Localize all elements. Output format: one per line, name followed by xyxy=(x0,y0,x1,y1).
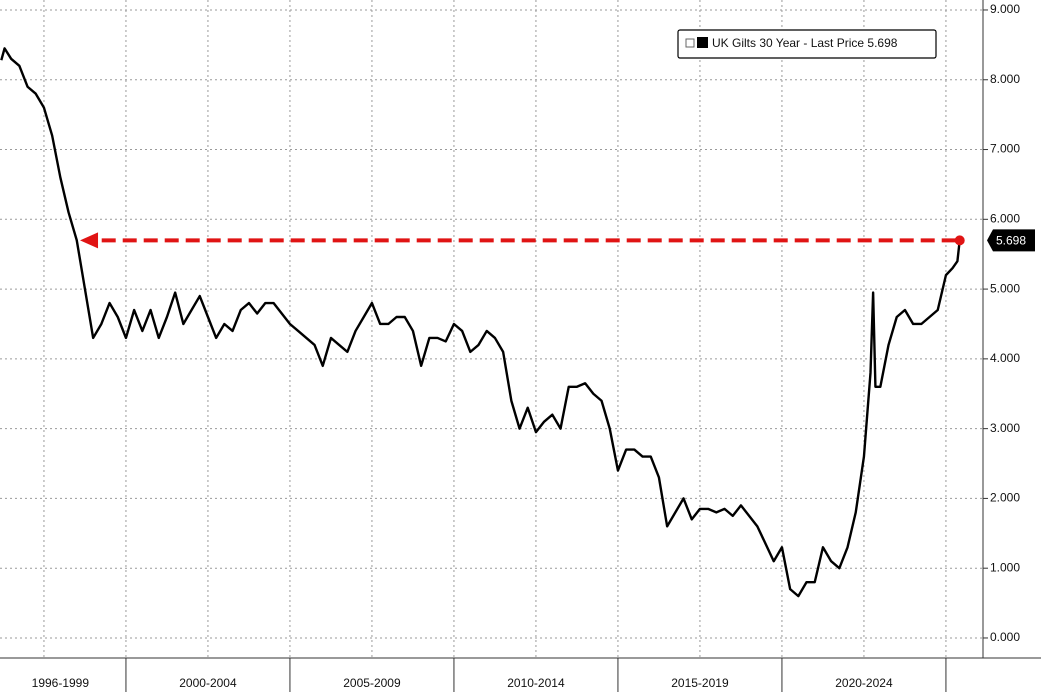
legend-toggle xyxy=(685,38,695,48)
series-line xyxy=(0,47,961,598)
y-tick-label: 1.000 xyxy=(990,560,1020,574)
last-point-marker xyxy=(954,235,965,246)
legend-swatch xyxy=(697,37,708,48)
y-tick-label: 5.000 xyxy=(990,281,1020,295)
y-tick-label: 7.000 xyxy=(990,142,1020,156)
x-band-label: 2005-2009 xyxy=(343,676,401,690)
y-tick-label: 0.000 xyxy=(990,630,1020,644)
x-band-label: 2000-2004 xyxy=(179,676,237,690)
x-band-label: 2015-2019 xyxy=(671,676,729,690)
legend: UK Gilts 30 Year - Last Price 5.698 xyxy=(677,29,937,59)
x-band-label: 2020-2024 xyxy=(835,676,893,690)
last-value-label: 5.698 xyxy=(996,234,1026,248)
x-band-label: 2010-2014 xyxy=(507,676,565,690)
y-tick-label: 6.000 xyxy=(990,211,1020,225)
y-tick-label: 4.000 xyxy=(990,351,1020,365)
legend-label: UK Gilts 30 Year - Last Price 5.698 xyxy=(712,36,898,50)
legend-box xyxy=(677,29,937,59)
x-band-label: 1996-1999 xyxy=(32,676,90,690)
last-value-tag xyxy=(987,229,1035,252)
y-tick-label: 2.000 xyxy=(990,491,1020,505)
y-tick-label: 3.000 xyxy=(990,421,1020,435)
y-tick-label: 8.000 xyxy=(990,72,1020,86)
y-tick-label: 9.000 xyxy=(990,2,1020,16)
annotation-arrowhead xyxy=(80,232,99,249)
